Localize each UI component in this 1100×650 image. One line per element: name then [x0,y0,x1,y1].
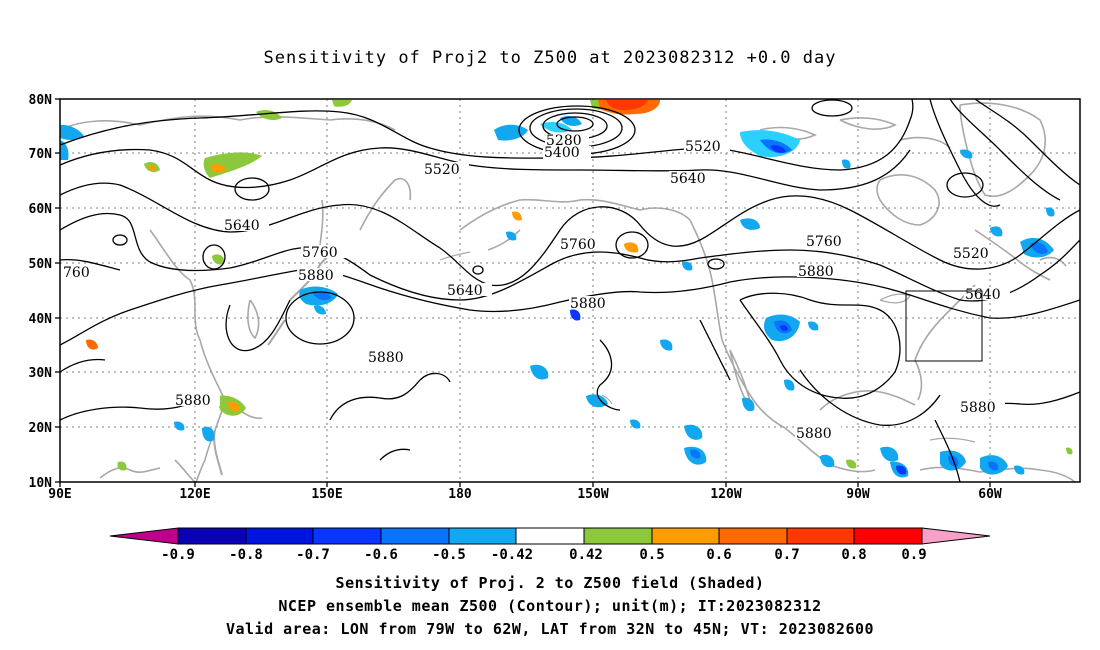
lon-label: 120W [710,487,741,502]
valid-area-box [905,290,983,362]
contour-label: 5640 [965,287,1001,303]
colorbar-label: 0.42 [569,547,603,563]
contour-label: 5760 [806,234,842,250]
lat-label: 20N [29,421,53,436]
lon-label: 150W [577,487,608,502]
caption-shading: Sensitivity of Proj. 2 to Z500 field (Sh… [335,574,765,592]
lon-label: 180 [448,487,472,502]
colorbar-label: 0.8 [841,547,866,563]
colorbar-cell [853,527,923,545]
colorbar-cell [583,527,653,545]
colorbar-cell [651,527,720,545]
lat-label: 70N [29,147,53,162]
contour-label: 5880 [298,268,334,284]
colorbar-cell [177,527,247,545]
colorbar-cell [245,527,314,545]
contour-label: 5520 [424,162,460,178]
colorbar-cell [515,527,585,545]
contour-labels: 5280 5400 5520 5520 5640 5640 5640 5520 … [62,133,1010,442]
colorbar-label: 0.9 [901,547,926,563]
lon-label: 120E [179,487,210,502]
colorbar-label: -0.6 [364,547,398,563]
caption-contour: NCEP ensemble mean Z500 (Contour); unit(… [278,597,822,615]
caption-valid-area: Valid area: LON from 79W to 62W, LAT fro… [225,620,875,638]
colorbar-label: 0.7 [774,547,799,563]
contour-label: 5520 [685,139,721,155]
colorbar-label: -0.7 [296,547,330,563]
colorbar-cell [312,527,382,545]
lat-label: 80N [29,93,53,108]
contour-label: 5880 [570,296,606,312]
lat-label: 40N [29,312,53,327]
colorbar-cell [718,527,788,545]
colorbar-label: 0.6 [706,547,731,563]
plot-frame [59,98,1081,483]
colorbar-label: -0.42 [491,547,533,563]
contour-label: 5400 [544,145,580,161]
contour-label: 5640 [447,283,483,299]
contour-label: 5640 [224,218,260,234]
axis-ticks [55,98,991,487]
lat-label: 50N [29,257,53,272]
colorbar-label: -0.9 [161,547,195,563]
contour-label: 5280 [546,133,582,149]
contour-label: 5640 [670,171,706,187]
contour-label: 5520 [953,246,989,262]
lat-label: 10N [29,476,53,491]
colorbar-cell [380,527,450,545]
lon-label: 90E [48,487,71,502]
colorbar-label: -0.5 [432,547,466,563]
colorbar: -0.9 -0.8 -0.7 -0.6 -0.5 -0.42 0.42 0.5 … [109,527,991,563]
colorbar-label: 0.5 [639,547,664,563]
contour-label: 5760 [302,245,338,261]
colorbar-label: -0.8 [229,547,263,563]
lon-label: 60W [978,487,1002,502]
sensitivity-shading [60,100,1073,478]
colorbar-cell [786,527,855,545]
colorbar-max-arrow [921,527,991,545]
colorbar-min-arrow [109,527,179,545]
contour-label: 5880 [960,400,996,416]
lon-label: 150E [311,487,342,502]
contour-label: 5880 [796,426,832,442]
contour-label: 5760 [560,237,596,253]
lat-label: 60N [29,202,53,217]
latitude-labels: 80N 70N 60N 50N 40N 30N 20N 10N [29,93,53,491]
contour-label: 760 [63,265,90,281]
contour-label: 5880 [798,264,834,280]
lat-label: 30N [29,366,53,381]
map-title: Sensitivity of Proj2 to Z500 at 20230823… [263,48,837,68]
contour-label: 5880 [368,350,404,366]
longitude-labels: 90E 120E 150E 180 150W 120W 90W 60W [48,487,1002,502]
contour-label: 5880 [175,393,211,409]
lon-label: 90W [846,487,870,502]
colorbar-cell [448,527,517,545]
